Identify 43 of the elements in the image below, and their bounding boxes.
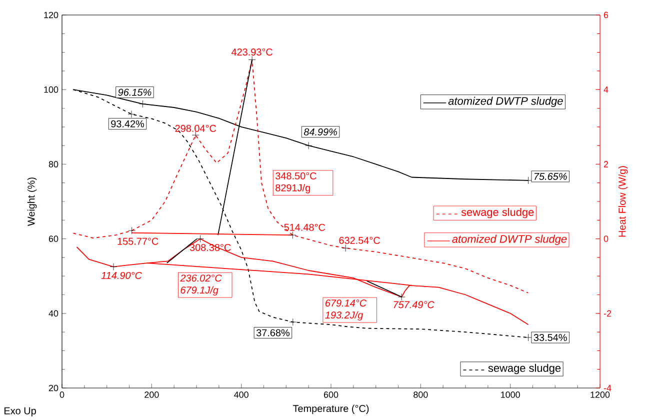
y-tick-label: 60 (48, 236, 58, 242)
y-tick-label: 80 (48, 161, 58, 168)
legend-label: atomized DWTP sludge (448, 96, 563, 108)
annotation: 514.48°C (284, 224, 326, 231)
x-axis-title: Temperature (°C) (292, 404, 369, 414)
legend-label: sewage sludge (461, 208, 534, 218)
y-axis-title: Weight (%) (27, 178, 37, 226)
annotation: 348.50°C 8291J/g (276, 172, 316, 194)
y2-tick-label: -4 (604, 384, 612, 392)
x-tick-label: 400 (234, 392, 248, 398)
annotation: 757.49°C (394, 301, 434, 308)
y2-tick-label: 0 (604, 236, 608, 242)
annotation: 155.77°C (118, 238, 158, 245)
y2-tick-label: 4 (604, 86, 608, 93)
y2-tick-label: 6 (604, 12, 608, 18)
y2-tick-label: -2 (604, 310, 612, 317)
legend-label: sewage sludge (488, 364, 561, 374)
annotation: 84.99% (304, 128, 338, 136)
x-tick-label: 0 (60, 392, 64, 398)
legend-label: atomized DWTP sludge (452, 234, 567, 246)
x-tick-label: 1000 (501, 392, 520, 398)
annotation: 114.90°C (101, 272, 142, 280)
annotation: 298.04°C (175, 124, 216, 132)
annotation: 632.54°C (339, 236, 380, 244)
annotation: 93.42% (111, 120, 144, 128)
y-tick-label: 20 (48, 384, 58, 392)
annotation: 236.02°C 679.1J/g (180, 274, 222, 296)
annotation: 75.65% (534, 172, 567, 180)
x-tick-label: 200 (144, 392, 159, 398)
x-tick-label: 1200 (590, 392, 610, 398)
annotation: 679.14°C 193.2J/g (325, 300, 367, 321)
annotation: 33.54% (534, 334, 567, 342)
y-tick-label: 100 (44, 86, 58, 93)
x-tick-label: 800 (414, 392, 428, 398)
y-tick-label: 120 (44, 12, 58, 18)
x-tick-label: 600 (324, 392, 338, 398)
annotation: 423.93°C (231, 48, 273, 56)
text: Exo Up (4, 407, 36, 416)
y-tick-label: 40 (48, 310, 58, 317)
annotation: 37.68% (256, 329, 290, 336)
y2-tick-label: 2 (604, 161, 608, 168)
annotation: 96.15% (118, 88, 152, 96)
y2-axis-title: Heat Flow (W/g) (618, 166, 628, 237)
